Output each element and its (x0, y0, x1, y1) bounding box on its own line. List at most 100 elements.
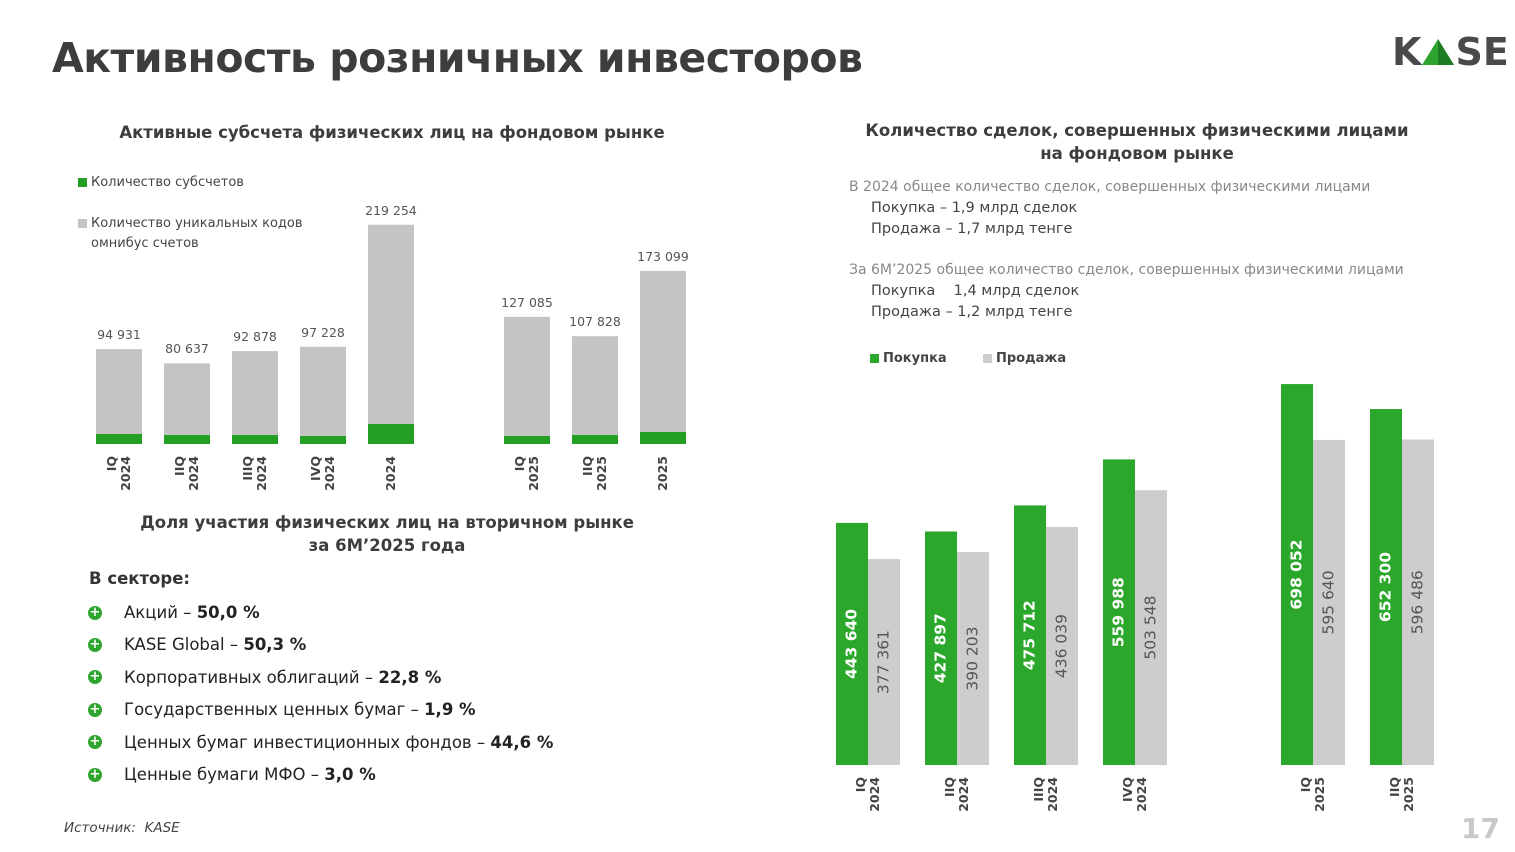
legend-item: Количество субсчетов (78, 173, 244, 193)
value-label: 559 988 (1110, 577, 1128, 647)
bar (836, 522, 868, 765)
value-label: 107 828 (569, 314, 621, 330)
value-label: 97 228 (301, 324, 345, 340)
x-tick-label: IIIQ 2024 (1031, 777, 1060, 812)
value-label: 436 039 (1053, 614, 1071, 678)
bar (504, 316, 550, 444)
note-line: Покупка – 1,9 млрд сделок (871, 200, 1078, 216)
legend-label: Количество уникальных кодов омнибус счет… (91, 216, 303, 251)
bar (504, 436, 550, 444)
value-label: 80 637 (165, 341, 209, 357)
bar (232, 435, 278, 444)
logo-triangle (1422, 39, 1455, 65)
list-item: + Акций – 50,0 % (88, 603, 260, 622)
legend-swatch (983, 354, 992, 363)
x-tick-label: 2024 (383, 456, 398, 491)
bar (572, 435, 618, 444)
legend-item: Количество уникальных кодов омнибус счет… (78, 214, 318, 254)
value-label: 652 300 (1377, 552, 1395, 622)
bar (925, 531, 957, 765)
bar (1313, 439, 1345, 765)
logo-text: K (1392, 30, 1422, 74)
value-label: 377 361 (875, 630, 893, 694)
value-label: 427 897 (932, 613, 950, 683)
bar (368, 424, 414, 444)
item-value: 1,9 % (424, 700, 476, 720)
x-tick-label: IIQ 2025 (580, 456, 609, 491)
list-item: + KASE Global – 50,3 % (88, 635, 306, 654)
bar (1046, 527, 1078, 765)
item-value: 3,0 % (324, 765, 376, 784)
bullet: + (88, 701, 102, 717)
bullet: + (88, 604, 102, 620)
item-value: 50,0 % (196, 603, 260, 622)
item-label: Корпоративных облигаций – (124, 667, 374, 687)
bar (1103, 459, 1135, 765)
x-tick-label: IQ 2024 (104, 456, 133, 491)
legend-swatch (78, 178, 87, 187)
legend-label: Продажа (996, 351, 1067, 366)
bar (96, 434, 142, 444)
bar (300, 346, 346, 444)
bar (640, 432, 686, 444)
x-tick-label: IIQ 2024 (942, 777, 971, 812)
value-label: 475 712 (1021, 600, 1039, 670)
logo-text: SE (1455, 30, 1509, 74)
note-heading: В 2024 общее количество сделок, совершен… (849, 179, 1371, 195)
item-value: 50,3 % (243, 635, 307, 655)
bullet: + (88, 669, 102, 685)
bullet: + (88, 636, 102, 652)
item-label: Ценных бумаг инвестиционных фондов – (124, 732, 486, 752)
item-value: 22,8 % (378, 667, 442, 687)
bar (572, 336, 618, 444)
item-value: 44,6 % (490, 732, 554, 752)
bar (868, 559, 900, 765)
list-item: + Ценные бумаги МФО – 3,0 % (88, 765, 376, 784)
x-tick-label: IQ 2024 (853, 777, 882, 812)
source: Источник: KASE (64, 820, 180, 836)
legend-swatch (78, 219, 87, 228)
bar (1014, 505, 1046, 765)
value-label: 94 931 (97, 327, 141, 343)
bullet: + (88, 766, 102, 782)
bar (300, 436, 346, 444)
bar (232, 351, 278, 444)
legend-item: Покупка (870, 349, 947, 369)
bar (164, 363, 210, 444)
legend-label: Количество субсчетов (91, 175, 244, 190)
value-label: 92 878 (233, 329, 277, 345)
legend-label: Покупка (883, 351, 947, 366)
value-label: 503 548 (1142, 596, 1160, 660)
value-label: 127 085 (501, 294, 553, 310)
bar (96, 349, 142, 444)
note-line: Продажа – 1,2 млрд тенге (871, 304, 1073, 320)
note-line: Покупка 1,4 млрд сделок (871, 283, 1080, 299)
chart-title: Активные субсчета физических лиц на фонд… (119, 123, 665, 142)
x-tick-label: IIQ 2024 (172, 456, 201, 491)
bar (1370, 409, 1402, 765)
slide-title: Активность розничных инвесторов (52, 34, 863, 82)
value-label: 596 486 (1409, 570, 1427, 634)
value-label: 390 203 (964, 626, 982, 690)
x-tick-label: IIQ 2025 (1387, 777, 1416, 812)
chart-title: Количество сделок, совершенных физически… (865, 121, 1409, 163)
bar (1281, 384, 1313, 765)
value-label: 595 640 (1320, 570, 1338, 634)
value-label: 219 254 (365, 202, 417, 218)
x-tick-label: IQ 2025 (512, 456, 541, 491)
item-label: Ценные бумаги МФО – (124, 765, 320, 784)
logo: K SE (1392, 30, 1509, 74)
section-title: Доля участия физических лиц на вторичном… (140, 513, 634, 555)
item-label: Государственных ценных бумаг – (124, 700, 419, 720)
bar (1135, 490, 1167, 765)
list-item: + Государственных ценных бумаг – 1,9 % (88, 700, 476, 719)
bar (957, 552, 989, 765)
list-item: + Ценных бумаг инвестиционных фондов – 44… (88, 733, 553, 752)
page-number: 17 (1461, 812, 1500, 845)
x-tick-label: IVQ 2024 (1120, 777, 1149, 812)
item-label: Акций – (124, 603, 192, 622)
legend-item: Продажа (983, 349, 1066, 369)
bar (368, 224, 414, 444)
